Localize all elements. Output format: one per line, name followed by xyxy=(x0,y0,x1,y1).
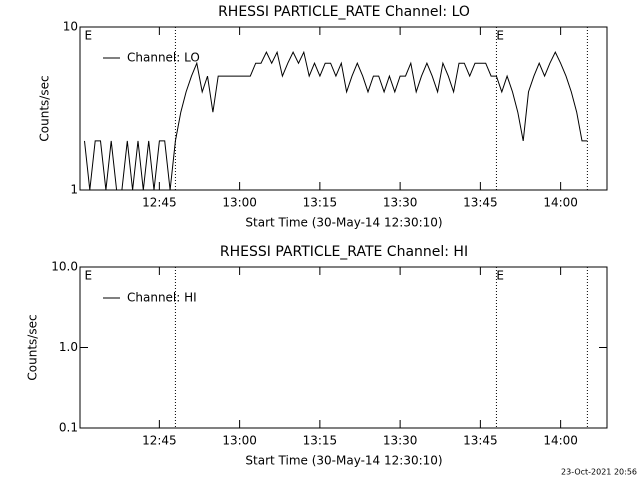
y-tick-label: 1.0 xyxy=(59,340,78,354)
legend-label: Channel: LO xyxy=(127,51,200,65)
x-tick-label: 13:00 xyxy=(222,434,257,448)
y-tick-label: 1 xyxy=(70,183,78,197)
x-tick-label: 13:00 xyxy=(222,196,257,210)
x-axis-label: Start Time (30-May-14 12:30:10) xyxy=(245,216,442,230)
x-tick-label: 12:45 xyxy=(142,196,177,210)
footer: 23-Oct-2021 20:56 xyxy=(561,468,637,477)
x-axis-label: Start Time (30-May-14 12:30:10) xyxy=(245,454,442,468)
x-tick-label: 13:45 xyxy=(463,434,498,448)
chart-title: RHESSI PARTICLE_RATE Channel: LO xyxy=(218,4,470,20)
x-tick-label: 12:45 xyxy=(142,434,177,448)
x-tick-label: 13:30 xyxy=(383,196,418,210)
annotation: E xyxy=(496,29,504,43)
y-tick-label: 10 xyxy=(63,20,78,34)
y-axis-label: Counts/sec xyxy=(38,75,52,141)
annotation: E xyxy=(84,29,92,43)
chart-title: RHESSI PARTICLE_RATE Channel: HI xyxy=(220,244,468,260)
x-tick-label: 13:15 xyxy=(303,196,338,210)
x-tick-label: 13:30 xyxy=(383,434,418,448)
data-line xyxy=(84,50,588,191)
annotation: E xyxy=(496,269,504,283)
x-tick-label: 14:00 xyxy=(543,196,578,210)
plot-frame xyxy=(79,26,608,191)
x-tick-label: 13:15 xyxy=(303,434,338,448)
x-tick-label: 14:00 xyxy=(543,434,578,448)
annotation: E xyxy=(84,269,92,283)
y-tick-label: 10.0 xyxy=(51,260,78,274)
y-axis-label: Counts/sec xyxy=(26,314,40,380)
legend-label: Channel: HI xyxy=(127,291,197,305)
x-tick-label: 13:45 xyxy=(463,196,498,210)
y-tick-label: 0.1 xyxy=(59,421,78,435)
